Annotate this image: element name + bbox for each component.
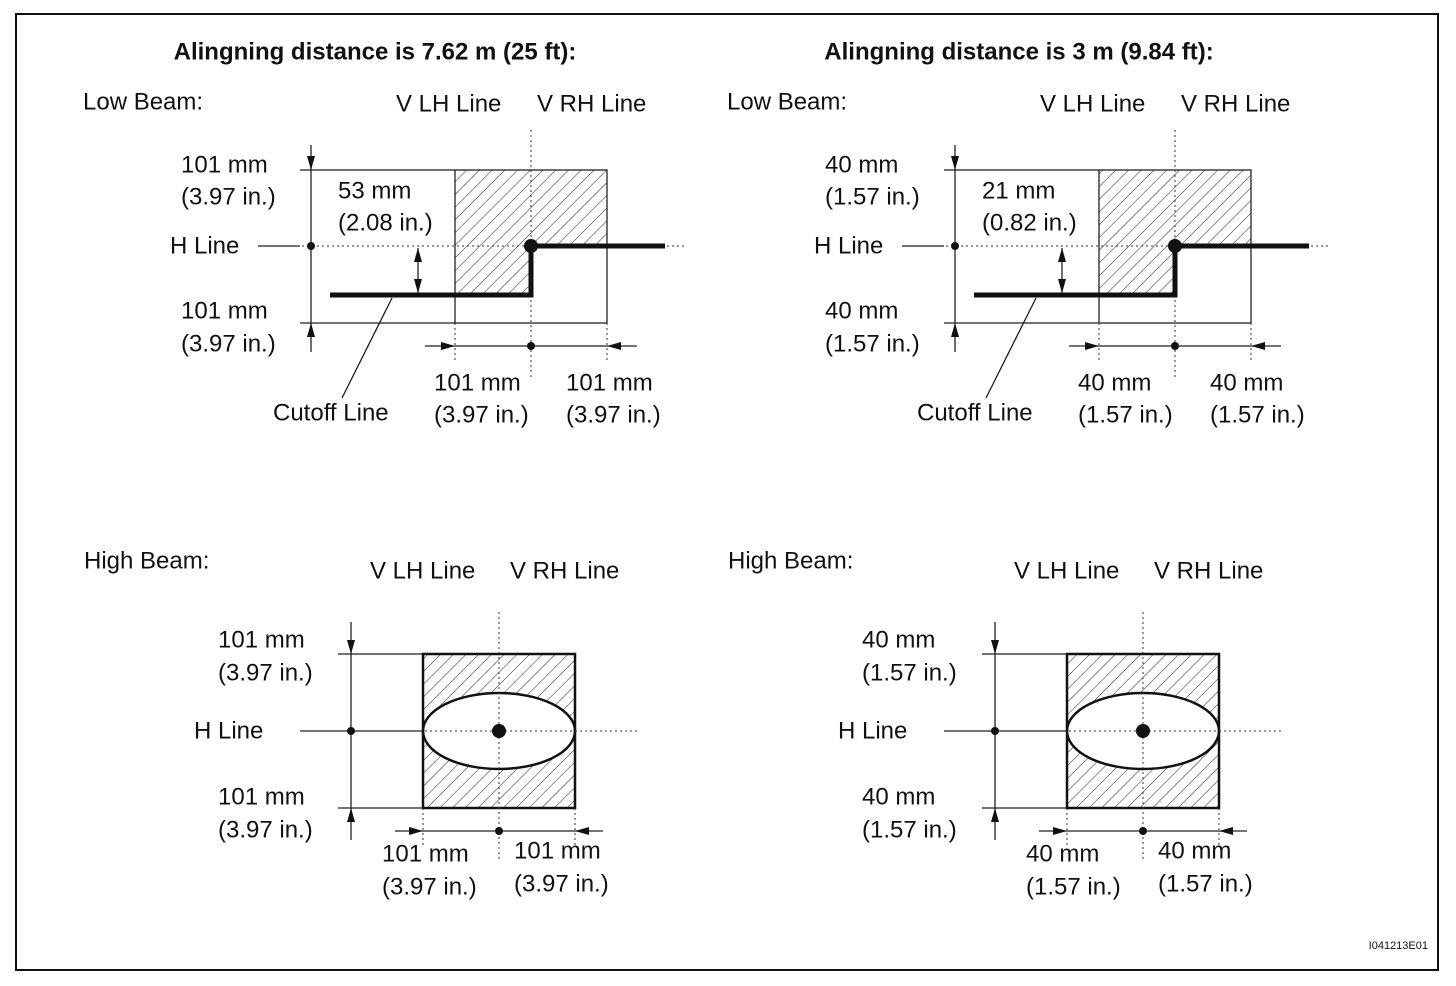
dim-label: 40 mm (1078, 369, 1151, 396)
dim-dot (1139, 827, 1147, 835)
h-line-label: H Line (838, 717, 907, 744)
hatched-zone (1099, 170, 1251, 295)
section-label: High Beam: (728, 547, 853, 574)
cutoff-line (974, 243, 1309, 298)
dim-arrow (951, 323, 959, 337)
h-line-label: H Line (814, 232, 883, 259)
dim-arrow (441, 342, 455, 350)
dim-label: (1.57 in.) (1078, 401, 1173, 428)
dim-label: 101 mm (566, 369, 653, 396)
dim-label: (1.57 in.) (1158, 870, 1253, 897)
hatched-zone (455, 170, 607, 295)
v-lh-label: V LH Line (1040, 90, 1145, 117)
section-label: High Beam: (84, 547, 209, 574)
dim-dot (495, 827, 503, 835)
dim-label: (3.97 in.) (514, 870, 609, 897)
dim-label: (3.97 in.) (218, 659, 313, 686)
dim-label: 101 mm (514, 837, 601, 864)
dim-label: 40 mm (825, 151, 898, 178)
dim-dot (991, 727, 999, 735)
dim-arrow (951, 156, 959, 170)
dim-label: 40 mm (1158, 837, 1231, 864)
h-line-label: H Line (194, 717, 263, 744)
dim-label: 40 mm (825, 297, 898, 324)
dim-label: (3.97 in.) (434, 401, 529, 428)
dim-label: 21 mm (982, 177, 1055, 204)
dim-label: (1.57 in.) (1210, 401, 1305, 428)
dim-label: (1.57 in.) (825, 183, 920, 210)
dim-label: 101 mm (181, 297, 268, 324)
v-lh-label: V LH Line (370, 557, 475, 584)
dim-arrow (1053, 827, 1067, 835)
dim-label: 40 mm (1210, 369, 1283, 396)
dim-label: (3.97 in.) (566, 401, 661, 428)
dim-arrow (414, 279, 422, 293)
dim-arrow (575, 827, 589, 835)
v-rh-label: V RH Line (1181, 90, 1290, 117)
aim-point (524, 239, 538, 253)
dim-label: (1.57 in.) (1026, 873, 1121, 900)
v-rh-label: V RH Line (1154, 557, 1263, 584)
dim-label: 101 mm (218, 783, 305, 810)
dim-arrow (1251, 342, 1265, 350)
dim-label: (3.97 in.) (218, 816, 313, 843)
frame (15, 13, 1439, 971)
cutoff-line (330, 243, 665, 298)
dim-arrow (307, 156, 315, 170)
dim-label: (3.97 in.) (382, 873, 477, 900)
aim-point (1168, 239, 1182, 253)
dim-arrow (307, 323, 315, 337)
dim-label: (1.57 in.) (862, 816, 957, 843)
dim-dot (307, 242, 315, 250)
figure-id: I041213E01 (1369, 940, 1428, 952)
section-label: Low Beam: (83, 88, 203, 115)
h-line-label: H Line (170, 232, 239, 259)
dim-label: 101 mm (218, 626, 305, 653)
dim-arrow (347, 640, 355, 654)
heading: Alingning distance is 7.62 m (25 ft): (174, 38, 577, 65)
cutoff-label: Cutoff Line (917, 399, 1033, 426)
dim-label: 101 mm (181, 151, 268, 178)
cutoff-label: Cutoff Line (273, 399, 389, 426)
v-lh-label: V LH Line (396, 90, 501, 117)
dim-label: 40 mm (862, 783, 935, 810)
dim-dot (527, 342, 535, 350)
dim-label: (1.57 in.) (825, 330, 920, 357)
dim-arrow (409, 827, 423, 835)
dim-dot (951, 242, 959, 250)
dim-label: (3.97 in.) (181, 183, 276, 210)
section-label: Low Beam: (727, 88, 847, 115)
cutoff-leader (985, 297, 1037, 399)
heading: Alingning distance is 3 m (9.84 ft): (824, 38, 1213, 65)
dim-label: 40 mm (862, 626, 935, 653)
dim-label: (0.82 in.) (982, 209, 1077, 236)
dim-arrow (347, 808, 355, 822)
dim-dot (347, 727, 355, 735)
dim-dot (1171, 342, 1179, 350)
dim-label: 101 mm (382, 840, 469, 867)
dim-arrow (991, 808, 999, 822)
dim-arrow (414, 248, 422, 262)
dim-label: (3.97 in.) (181, 330, 276, 357)
dim-arrow (1058, 279, 1066, 293)
v-rh-label: V RH Line (537, 90, 646, 117)
dim-arrow (607, 342, 621, 350)
dim-label: (2.08 in.) (338, 209, 433, 236)
dim-arrow (991, 640, 999, 654)
aim-point (1136, 724, 1150, 738)
aim-point (492, 724, 506, 738)
v-lh-label: V LH Line (1014, 557, 1119, 584)
dim-label: 40 mm (1026, 840, 1099, 867)
dim-label: 53 mm (338, 177, 411, 204)
dim-arrow (1058, 248, 1066, 262)
v-rh-label: V RH Line (510, 557, 619, 584)
cutoff-leader (341, 297, 393, 399)
dim-label: 101 mm (434, 369, 521, 396)
dim-arrow (1219, 827, 1233, 835)
dim-arrow (1085, 342, 1099, 350)
dim-label: (1.57 in.) (862, 659, 957, 686)
